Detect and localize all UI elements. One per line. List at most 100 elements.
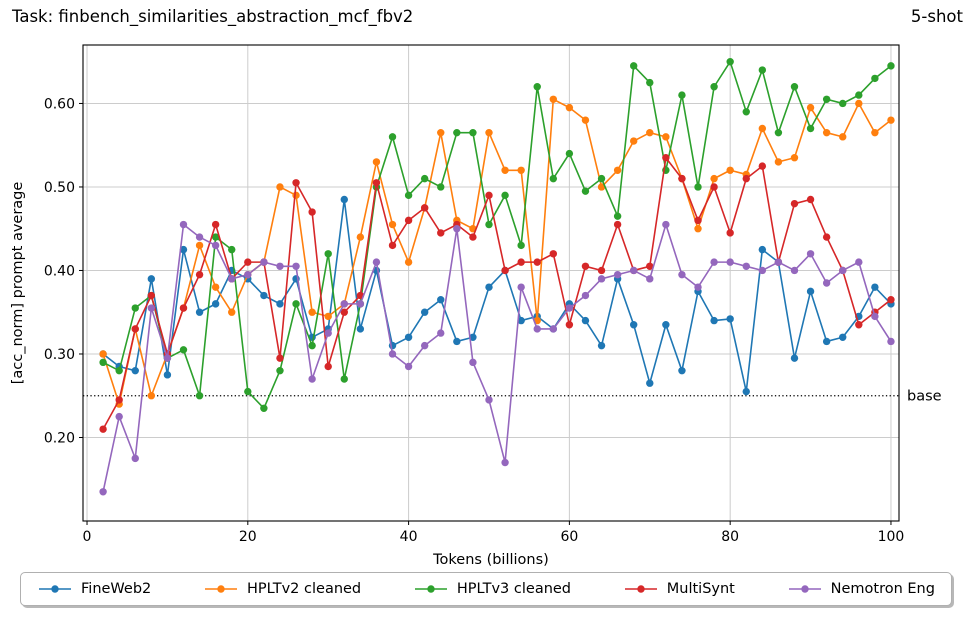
x-tick-label: 60 [560, 529, 578, 545]
data-point [292, 300, 300, 308]
data-point [195, 270, 204, 279]
data-point [517, 258, 525, 266]
series-line-5 [102, 223, 892, 492]
data-point [469, 333, 477, 341]
data-point [662, 154, 670, 162]
legend-line-marker-icon [788, 585, 821, 593]
y-tick-label: 0.40 [44, 263, 75, 279]
data-point [646, 78, 654, 87]
data-point [646, 128, 654, 137]
data-point [758, 266, 767, 275]
data-point [437, 183, 445, 191]
data-point [549, 174, 558, 183]
data-point [437, 329, 445, 337]
series-line-2 [102, 98, 892, 405]
data-point [324, 250, 332, 258]
data-point [581, 262, 590, 270]
data-point [276, 262, 284, 270]
data-point [340, 300, 348, 308]
data-point [839, 333, 847, 341]
data-point [613, 212, 622, 220]
x-tick-label: 0 [83, 529, 92, 545]
data-point [806, 103, 815, 112]
data-point [211, 300, 220, 308]
data-point [758, 162, 767, 170]
data-point [597, 341, 606, 350]
data-point [211, 283, 220, 291]
y-tick-label: 0.50 [44, 180, 75, 196]
data-point [469, 128, 477, 137]
data-point [790, 83, 799, 91]
data-point [662, 220, 670, 229]
data-point [549, 95, 558, 103]
data-point [404, 362, 413, 371]
data-point [388, 220, 397, 229]
data-point [565, 304, 574, 312]
data-point [581, 291, 590, 300]
data-point [469, 358, 477, 367]
y-axis-label: [acc_norm] prompt average [10, 182, 26, 385]
data-point [147, 304, 156, 312]
data-point [388, 350, 397, 358]
data-point [887, 62, 895, 70]
data-point [485, 220, 493, 229]
x-tick-label: 40 [400, 529, 418, 545]
data-point [211, 233, 220, 241]
x-tick-label: 100 [878, 529, 905, 545]
data-point [469, 233, 477, 241]
data-point [388, 241, 397, 250]
x-tick-label: 80 [721, 529, 739, 545]
data-point [356, 233, 365, 241]
data-point [179, 245, 188, 254]
data-point [790, 154, 799, 162]
data-point [163, 354, 172, 362]
data-point [131, 454, 139, 463]
data-point [228, 308, 236, 316]
data-point [597, 275, 606, 283]
data-point [276, 366, 284, 375]
data-point [597, 266, 606, 275]
data-point [260, 291, 268, 300]
data-point [565, 103, 574, 112]
data-point [871, 312, 879, 321]
data-point [340, 375, 348, 383]
data-point [404, 191, 413, 200]
data-point [147, 392, 156, 400]
data-point [437, 128, 445, 137]
data-point [308, 375, 316, 383]
data-point [99, 358, 107, 367]
data-point [260, 258, 268, 266]
legend-label: HPLTv2 cleaned [247, 581, 362, 597]
data-point [179, 346, 188, 354]
data-point [420, 204, 429, 212]
data-point [308, 308, 316, 316]
data-point [517, 166, 525, 174]
data-point [195, 308, 204, 316]
data-point [244, 258, 252, 266]
data-point [501, 458, 509, 467]
data-point [871, 128, 879, 137]
data-point [839, 99, 847, 108]
data-point [517, 283, 525, 291]
data-point [855, 321, 863, 329]
data-point [581, 187, 590, 195]
data-point [485, 191, 493, 200]
y-tick-label: 0.30 [44, 347, 75, 363]
data-point [131, 325, 139, 333]
data-point [276, 183, 284, 191]
data-point [324, 362, 332, 371]
data-point [147, 291, 156, 300]
legend-label: FineWeb2 [81, 581, 152, 597]
data-point [806, 250, 815, 258]
data-point [179, 220, 188, 229]
data-point [131, 366, 139, 375]
data-point [678, 270, 686, 279]
data-point [855, 91, 863, 99]
data-point [453, 337, 461, 346]
data-point [629, 62, 638, 70]
data-point [453, 128, 461, 137]
data-point [822, 95, 831, 103]
data-point [244, 387, 252, 396]
data-point [726, 315, 734, 323]
data-point [308, 208, 316, 216]
